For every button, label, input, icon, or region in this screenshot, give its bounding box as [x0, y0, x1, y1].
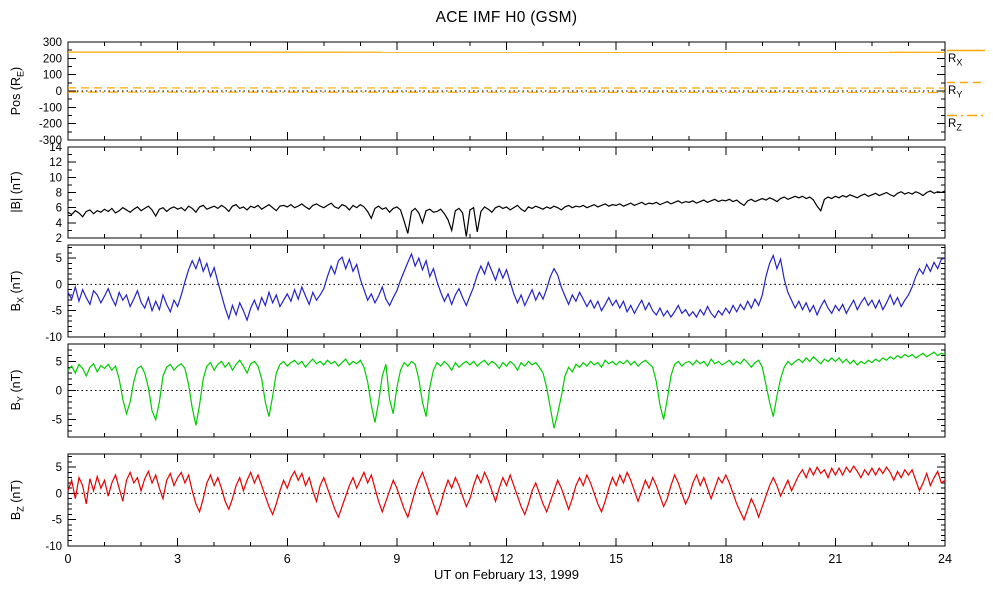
svg-text:6: 6 — [284, 552, 291, 566]
y-axis-label-bz: BZ (nT) — [9, 460, 26, 540]
ylabel-sub: X — [15, 297, 26, 304]
svg-text:0: 0 — [56, 86, 62, 98]
svg-text:10: 10 — [49, 172, 62, 184]
svg-text:24: 24 — [938, 552, 952, 566]
svg-text:-10: -10 — [45, 541, 62, 553]
legend-label-rx: RX — [947, 53, 993, 67]
svg-text:8: 8 — [56, 188, 62, 200]
ylabel-sub: Y — [15, 396, 26, 403]
svg-text:18: 18 — [719, 552, 733, 566]
ylabel-text: |B| (nT) — [9, 171, 23, 213]
dashdot-line-icon — [947, 114, 985, 116]
svg-text:2: 2 — [56, 233, 62, 245]
svg-text:0: 0 — [56, 279, 62, 291]
y-axis-label-by: BY (nT) — [9, 350, 26, 430]
ylabel-post: ) — [9, 66, 23, 71]
y-axis-label-position: Pos (RE) — [9, 46, 26, 136]
svg-text:9: 9 — [393, 552, 400, 566]
svg-text:0: 0 — [56, 386, 62, 398]
ylabel-text: Pos (R — [9, 77, 23, 116]
ylabel-text: B — [9, 303, 23, 312]
position-legend: RX RY RZ — [947, 48, 993, 145]
legend-text: R — [948, 53, 957, 65]
svg-text:100: 100 — [43, 70, 62, 82]
y-axis-label-bx: BX (nT) — [9, 251, 26, 331]
chart-title: ACE IMF H0 (GSM) — [435, 9, 578, 26]
svg-text:-10: -10 — [45, 332, 62, 344]
legend-item-rz: RZ — [947, 113, 993, 132]
ylabel-post: (nT) — [9, 270, 23, 298]
svg-text:12: 12 — [49, 157, 62, 169]
svg-text:15: 15 — [609, 552, 623, 566]
legend-label-rz: RZ — [947, 118, 993, 132]
legend-label-ry: RY — [947, 85, 993, 99]
svg-text:14: 14 — [49, 142, 62, 154]
ylabel-text: B — [9, 402, 23, 411]
ylabel-post: (nT) — [9, 479, 23, 507]
svg-text:12: 12 — [500, 552, 514, 566]
legend-item-ry: RY — [947, 80, 993, 100]
svg-text:-100: -100 — [39, 102, 62, 114]
svg-text:-200: -200 — [39, 119, 62, 131]
svg-text:200: 200 — [43, 53, 62, 65]
svg-text:4: 4 — [56, 218, 63, 230]
svg-text:21: 21 — [828, 552, 842, 566]
legend-text: R — [948, 117, 957, 130]
legend-sub: X — [956, 57, 963, 68]
svg-text:6: 6 — [56, 203, 62, 215]
solid-line-icon — [947, 49, 985, 52]
x-axis-label: UT on February 13, 1999 — [433, 567, 579, 582]
svg-text:5: 5 — [56, 253, 62, 265]
ylabel-sub: Z — [15, 506, 26, 512]
svg-text:300: 300 — [43, 37, 62, 49]
y-axis-label-bmag: |B| (nT) — [9, 152, 25, 232]
svg-text:3: 3 — [174, 552, 181, 566]
svg-text:5: 5 — [56, 462, 62, 474]
legend-text: R — [948, 85, 957, 98]
legend-item-rx: RX — [947, 48, 993, 67]
svg-text:0: 0 — [65, 552, 72, 566]
svg-text:-5: -5 — [52, 306, 62, 318]
ylabel-text: B — [9, 511, 23, 521]
svg-text:-5: -5 — [52, 515, 62, 527]
dashed-line-icon — [947, 82, 985, 84]
svg-text:5: 5 — [56, 356, 62, 368]
ylabel-post: (nT) — [9, 369, 23, 397]
svg-text:-5: -5 — [52, 415, 62, 427]
legend-sub: Z — [956, 121, 962, 132]
legend-sub: Y — [956, 89, 963, 100]
svg-text:0: 0 — [56, 488, 62, 500]
ylabel-sub: E — [15, 70, 26, 77]
svg-text:-300: -300 — [39, 135, 62, 147]
